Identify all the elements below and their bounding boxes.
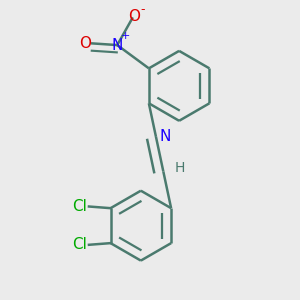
- Text: N: N: [159, 129, 171, 144]
- Text: +: +: [121, 31, 130, 41]
- Text: N: N: [112, 38, 123, 52]
- Text: Cl: Cl: [72, 237, 87, 252]
- Text: H: H: [174, 161, 185, 175]
- Text: O: O: [79, 36, 91, 51]
- Text: Cl: Cl: [72, 199, 87, 214]
- Text: O: O: [128, 9, 140, 24]
- Text: -: -: [141, 3, 145, 16]
